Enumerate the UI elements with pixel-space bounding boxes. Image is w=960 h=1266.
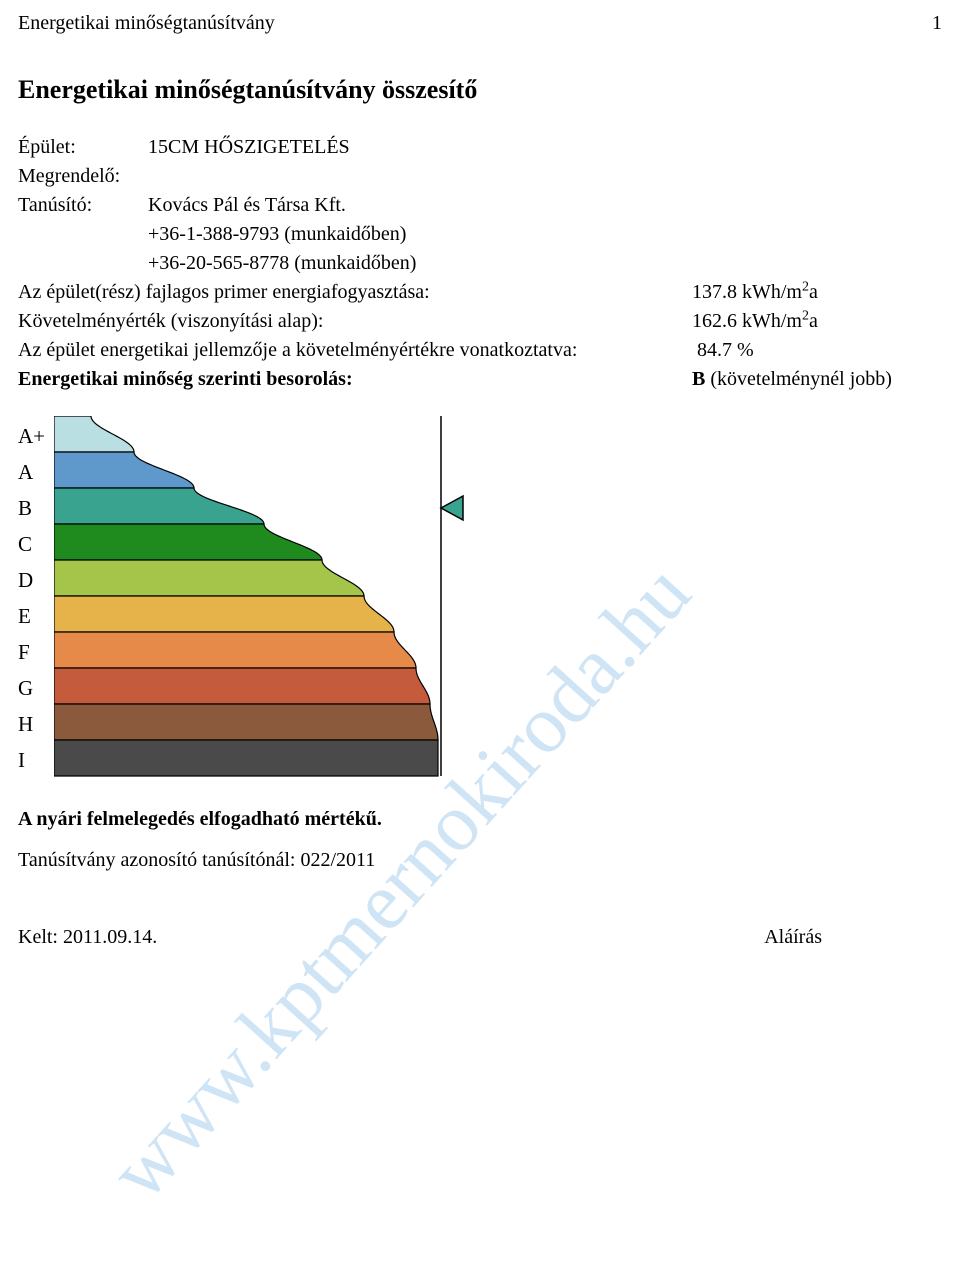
chart-band-I [54, 740, 438, 776]
ratio-value: 84.7 % [692, 336, 942, 365]
chart-band-D [54, 560, 364, 596]
energy-chart: A+ABCDEFGHI [18, 416, 942, 780]
date-label: Kelt: 2011.09.14. [18, 926, 157, 949]
chart-svg [54, 416, 479, 780]
building-label: Épület: [18, 133, 148, 162]
primer-label: Az épület(rész) fajlagos primer energiaf… [18, 278, 692, 307]
chart-label-C: C [18, 526, 54, 562]
req-value: 162.6 kWh/m2a [692, 307, 942, 336]
page-number: 1 [932, 12, 942, 35]
phone1: +36-1-388-9793 (munkaidőben) [148, 220, 942, 249]
cert-id: Tanúsítvány azonosító tanúsítónál: 022/2… [18, 849, 942, 872]
document-content: Energetikai minőségtanúsítvány 1 Energet… [0, 0, 960, 949]
chart-marker [441, 496, 463, 520]
chart-label-D: D [18, 562, 54, 598]
chart-band-G [54, 668, 430, 704]
phone2: +36-20-565-8778 (munkaidőben) [148, 249, 942, 278]
class-value: B (követelménynél jobb) [692, 365, 942, 394]
signature-label: Aláírás [764, 926, 822, 949]
building-value: 15CM HŐSZIGETELÉS [148, 133, 942, 162]
certifier-label: Tanúsító: [18, 191, 148, 220]
chart-labels: A+ABCDEFGHI [18, 416, 54, 778]
summer-note: A nyári felmelegedés elfogadható mértékű… [18, 808, 942, 831]
chart-band-A+ [54, 416, 134, 452]
chart-label-B: B [18, 490, 54, 526]
chart-label-E: E [18, 598, 54, 634]
chart-label-A+: A+ [18, 418, 54, 454]
chart-label-H: H [18, 706, 54, 742]
info-block: Épület: 15CM HŐSZIGETELÉS Megrendelő: Ta… [18, 133, 942, 394]
header-title: Energetikai minőségtanúsítvány [18, 12, 275, 35]
chart-band-A [54, 452, 194, 488]
chart-band-H [54, 704, 438, 740]
chart-band-E [54, 596, 394, 632]
req-label: Követelményérték (viszonyítási alap): [18, 307, 692, 336]
date-signature-row: Kelt: 2011.09.14. Aláírás [18, 926, 942, 949]
primer-value: 137.8 kWh/m2a [692, 278, 942, 307]
chart-band-C [54, 524, 322, 560]
chart-label-G: G [18, 670, 54, 706]
page-header: Energetikai minőségtanúsítvány 1 [18, 12, 942, 35]
chart-label-F: F [18, 634, 54, 670]
chart-label-I: I [18, 742, 54, 778]
chart-label-A: A [18, 454, 54, 490]
chart-band-B [54, 488, 264, 524]
certifier-value: Kovács Pál és Társa Kft. [148, 191, 942, 220]
ratio-label: Az épület energetikai jellemzője a követ… [18, 336, 692, 365]
class-label: Energetikai minőség szerinti besorolás: [18, 365, 692, 394]
client-label: Megrendelő: [18, 162, 148, 191]
page-title: Energetikai minőségtanúsítvány összesítő [18, 75, 942, 105]
chart-band-F [54, 632, 416, 668]
